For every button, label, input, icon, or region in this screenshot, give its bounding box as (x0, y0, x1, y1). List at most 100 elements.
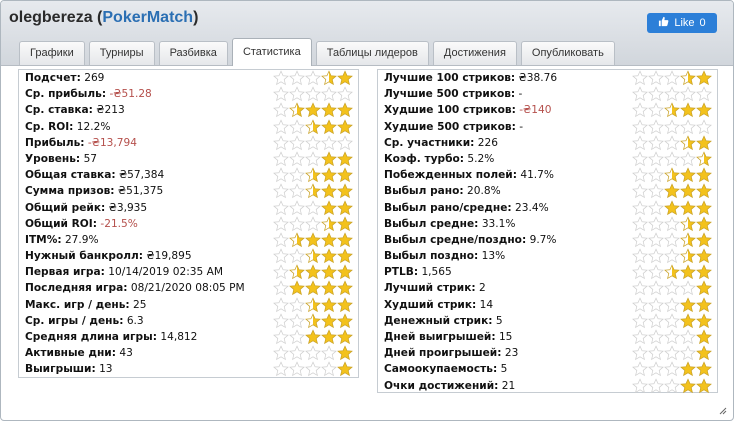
stat-value: ₴57,384 (118, 169, 165, 182)
star-full-icon (321, 199, 337, 215)
tab-5[interactable]: Достижения (432, 41, 517, 65)
star-empty-icon (632, 102, 648, 118)
stat-row: Выбыл рано/средне: 23.4% (378, 199, 717, 216)
star-rating (632, 296, 712, 313)
stat-label: Дней проигрышей: (384, 347, 502, 360)
stat-label: Средняя длина игры: (25, 331, 157, 343)
star-empty-icon (273, 183, 289, 199)
stat-label: Худшие 500 стриков: (384, 120, 516, 133)
star-full-icon (337, 296, 353, 312)
star-empty-icon (664, 118, 680, 134)
star-empty-icon (632, 296, 648, 312)
star-empty-icon (648, 248, 664, 264)
star-full-icon (337, 216, 353, 231)
stat-value: - (519, 120, 524, 133)
tab-3[interactable]: Статистика (231, 38, 312, 66)
star-full-icon (696, 280, 712, 296)
stat-value: 27.9% (64, 233, 99, 246)
stat-label: Макс. игр / день: (25, 298, 130, 311)
star-empty-icon (648, 313, 664, 328)
star-half-icon (305, 248, 321, 264)
star-full-icon (321, 118, 337, 134)
stat-row: Лучшие 100 стриков: ₴38.76 (378, 70, 717, 86)
tab-bar: Графики Турниры Разбивка Статистика Таблицы … (19, 38, 619, 66)
stat-value: 12.2% (76, 120, 111, 133)
star-empty-icon (632, 361, 648, 377)
stat-value: 20.8% (467, 185, 501, 198)
stat-row: Дней выигрышей: 15 (378, 329, 717, 345)
tab-6[interactable]: Опубликовать (520, 41, 615, 65)
stat-row: Худший стрик: 14 (378, 296, 717, 313)
star-empty-icon (632, 118, 648, 134)
stat-label: Общий ROI: (25, 217, 97, 230)
star-rating (273, 248, 353, 264)
star-empty-icon (648, 167, 664, 183)
tab-4[interactable]: Таблицы лидеров (315, 41, 429, 65)
star-empty-icon (273, 86, 289, 102)
site-name[interactable]: PokerMatch (102, 9, 194, 26)
tab-0[interactable]: Графики (19, 41, 85, 65)
stat-row: Очки достижений: 21 (378, 377, 717, 394)
star-empty-icon (664, 216, 680, 231)
star-empty-icon (289, 70, 305, 86)
tab-1[interactable]: Турниры (88, 41, 155, 65)
star-rating (273, 135, 353, 151)
stat-label: Худшие 100 стриков: (384, 104, 516, 117)
stat-label: Лучшие 100 стриков: (384, 72, 516, 84)
star-full-icon (321, 151, 337, 167)
star-empty-icon (273, 296, 289, 312)
stat-row: Сумма призов: ₴51,375 (19, 183, 358, 199)
star-empty-icon (632, 248, 648, 264)
star-full-icon (664, 199, 680, 215)
stat-row: PTLB: 1,565 (378, 264, 717, 280)
stat-label: Первая игра: (25, 266, 105, 279)
star-empty-icon (289, 313, 305, 328)
star-full-icon (696, 345, 712, 361)
like-button[interactable]: Like 0 (647, 13, 717, 33)
stat-row: Лучшие 500 стриков: - (378, 86, 717, 102)
stat-row: Выбыл средне/поздно: 9.7% (378, 232, 717, 248)
star-half-icon (305, 313, 321, 328)
star-rating (632, 264, 712, 280)
stat-label: Лучшие 500 стриков: (384, 88, 516, 101)
stat-label: Ср. ставка: (25, 104, 93, 117)
star-empty-icon (680, 329, 696, 345)
star-empty-icon (632, 377, 648, 393)
star-empty-icon (664, 280, 680, 296)
resize-grip-icon[interactable] (719, 407, 727, 415)
star-empty-icon (273, 167, 289, 183)
star-full-icon (337, 102, 353, 118)
stat-label: Выбыл поздно: (384, 250, 479, 263)
star-full-icon (696, 102, 712, 118)
stat-value: ₴51,375 (117, 185, 164, 198)
star-full-icon (696, 248, 712, 264)
stat-value: ₴38.76 (518, 72, 558, 84)
stat-value: 15 (498, 331, 513, 343)
tab-2[interactable]: Разбивка (158, 41, 228, 65)
star-full-icon (337, 313, 353, 328)
stat-value: - (518, 88, 523, 101)
star-full-icon (337, 199, 353, 215)
star-empty-icon (273, 118, 289, 134)
stat-row: Выбыл рано: 20.8% (378, 183, 717, 199)
star-empty-icon (664, 135, 680, 150)
star-empty-icon (305, 361, 321, 377)
star-full-icon (696, 313, 712, 328)
stat-value: 2 (479, 282, 486, 295)
stat-label: Подсчет: (25, 72, 81, 84)
star-rating (273, 151, 353, 167)
star-full-icon (680, 361, 696, 377)
star-empty-icon (273, 313, 289, 328)
star-full-icon (337, 167, 353, 183)
star-full-icon (321, 280, 337, 296)
star-full-icon (337, 70, 353, 86)
star-rating (632, 248, 712, 264)
star-empty-icon (664, 151, 680, 167)
stat-label: Ср. ROI: (25, 120, 74, 133)
star-half-icon (305, 296, 321, 312)
star-full-icon (696, 216, 712, 231)
star-empty-icon (289, 183, 305, 199)
star-empty-icon (273, 135, 289, 150)
stat-value: 43 (119, 347, 133, 360)
stat-value: 41.7% (520, 169, 554, 182)
